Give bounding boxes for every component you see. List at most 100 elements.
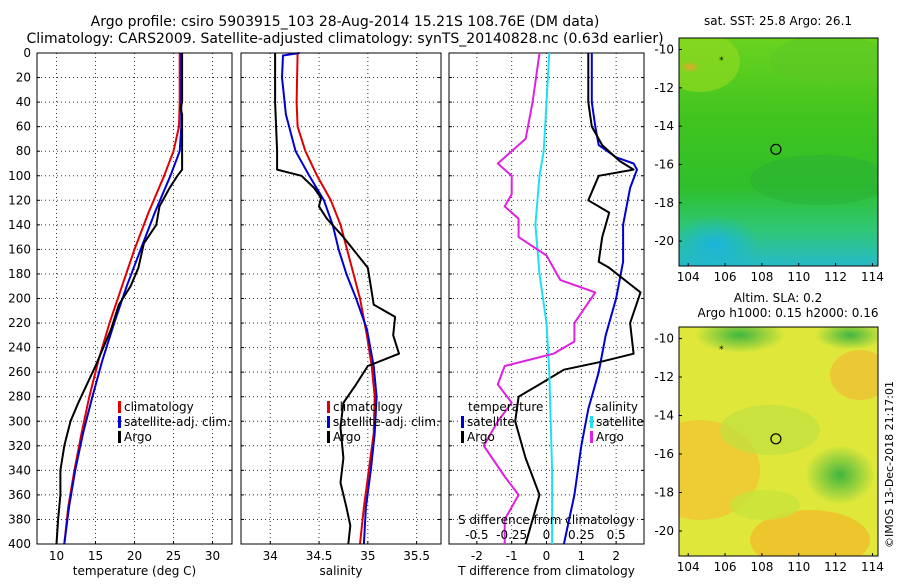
panel-frame <box>448 52 645 545</box>
x-tick-label: 30 <box>205 549 220 563</box>
y-tick-label: 0 <box>23 46 31 60</box>
series-line-satellite-adj-clim- <box>281 52 378 545</box>
y-tick-label: 60 <box>16 120 31 134</box>
y-tick-label: 300 <box>8 414 31 428</box>
difference-panel: -2 -1 0 1 2T difference from climatology S di… <box>448 52 645 578</box>
legend-swatch <box>590 416 593 428</box>
legend-label: climatology <box>124 400 194 414</box>
map-y-tick-label: -18 <box>654 196 674 210</box>
map-y-tick-label: -10 <box>654 42 674 56</box>
y-tick-label: 160 <box>8 242 31 256</box>
map-y-tick-label: -20 <box>654 234 674 248</box>
y-tick-label: 360 <box>8 488 31 502</box>
y-tick-label: 200 <box>8 292 31 306</box>
argo-position-marker <box>770 433 782 445</box>
map-x-tick-label: 104 <box>677 270 700 284</box>
s-tick-label: 0 <box>543 528 551 542</box>
legend-swatch <box>590 431 593 443</box>
y-tick-label: 340 <box>8 463 31 477</box>
x-axis-label: T difference from climatology <box>457 564 635 578</box>
y-tick-label: 180 <box>8 267 31 281</box>
legend-label: climatology <box>333 400 403 414</box>
map-y-tick-label: -10 <box>654 332 674 346</box>
argo-position-marker <box>770 143 782 155</box>
legend-label: Argo <box>467 430 495 444</box>
map-x-tick-label: 106 <box>714 560 737 574</box>
sla-map-subtitle: Argo h1000: 0.15 h2000: 0.16 <box>698 306 879 320</box>
map-y-tick-label: -14 <box>654 119 674 133</box>
map-x-tick-label: 104 <box>677 560 700 574</box>
sla-map-axes: 104 106 108 110 112 114 -10 -12 -14 -16 -18 -20 * <box>654 332 884 574</box>
map-x-tick-label: 108 <box>750 560 773 574</box>
series-line-t-satellite <box>562 53 638 545</box>
map-y-tick-label: -14 <box>654 409 674 423</box>
legend-label: satellite-adj. clim. <box>124 415 231 429</box>
x-tick-label: -2 <box>471 549 483 563</box>
x-tick-label: 2 <box>612 549 620 563</box>
x-tick-label: 1 <box>578 549 586 563</box>
y-tick-label: 400 <box>8 537 31 551</box>
x-tick-label: 0 <box>543 549 551 563</box>
legend-label: Argo <box>124 430 152 444</box>
y-tick-label: 100 <box>8 169 31 183</box>
panel-frame <box>240 52 442 545</box>
s-axis-label: S difference from climatology <box>458 513 635 527</box>
temperature-panel: 10 15 20 25 30020406080100120140160180200220… <box>8 46 233 578</box>
x-tick-label: 34.5 <box>306 549 333 563</box>
x-axis-label: temperature (deg C) <box>73 564 196 578</box>
header-title-line2: Climatology: CARS2009. Satellite-adjuste… <box>26 31 663 47</box>
salinity-panel: 34 34.5 35 35.5 salinity climatologysatellite… <box>240 52 442 578</box>
y-tick-label: 120 <box>8 193 31 207</box>
map-x-tick-label: 112 <box>824 560 847 574</box>
y-tick-label: 260 <box>8 365 31 379</box>
y-tick-label: 20 <box>16 71 31 85</box>
series-line-s-satellite <box>534 52 554 544</box>
map-y-tick-label: -12 <box>654 81 674 95</box>
legend-swatch <box>327 401 330 413</box>
y-tick-label: 380 <box>8 512 31 526</box>
x-tick-label: 15 <box>88 549 103 563</box>
s-tick-label: 0.5 <box>607 528 626 542</box>
map-y-tick-label: -20 <box>654 524 674 538</box>
legend-swatch <box>461 431 464 443</box>
map-x-tick-label: 110 <box>787 270 810 284</box>
sst-map-image <box>679 38 878 266</box>
y-tick-label: 280 <box>8 390 31 404</box>
sla-map-image <box>679 327 878 556</box>
series-line-t-argo <box>514 53 642 545</box>
island-marker: * <box>719 56 724 66</box>
x-tick-label: 34 <box>263 549 278 563</box>
series-line-s-argo <box>482 52 597 544</box>
s-tick-label: -0.5 <box>465 528 488 542</box>
panel-frame <box>36 52 233 545</box>
sst-map-frame <box>678 37 879 267</box>
legend-swatch <box>118 416 121 428</box>
legend-swatch <box>461 416 464 428</box>
map-y-tick-label: -18 <box>654 485 674 499</box>
map-x-tick-label: 106 <box>714 270 737 284</box>
legend-label: satellite-adj. clim. <box>333 415 440 429</box>
x-tick-label: 35 <box>360 549 375 563</box>
y-tick-label: 320 <box>8 439 31 453</box>
x-tick-label: 25 <box>166 549 181 563</box>
series-line-satellite-adj-clim- <box>63 53 183 545</box>
island-marker: * <box>719 345 724 355</box>
imos-credit: ©IMOS 13-Dec-2018 21:17:01 <box>883 381 896 548</box>
x-tick-label: -1 <box>506 549 518 563</box>
y-tick-label: 220 <box>8 316 31 330</box>
map-x-tick-label: 114 <box>861 560 884 574</box>
map-x-tick-label: 112 <box>824 270 847 284</box>
series-line-climatology <box>63 53 181 545</box>
map-x-tick-label: 108 <box>750 270 773 284</box>
y-tick-label: 240 <box>8 341 31 355</box>
legend-label: satellite <box>467 415 515 429</box>
legend-swatch <box>118 431 121 443</box>
map-y-tick-label: -16 <box>654 157 674 171</box>
sst-map-panel: sat. SST: 25.8 Argo: 26.1 104 106 108 110 11… <box>654 14 884 284</box>
map-x-tick-label: 110 <box>787 560 810 574</box>
legend-salinity-title: salinity <box>595 400 638 414</box>
legend-swatch <box>327 416 330 428</box>
sla-map-title: Altim. SLA: 0.2 <box>734 291 822 305</box>
s-tick-label: -0.25 <box>496 528 527 542</box>
